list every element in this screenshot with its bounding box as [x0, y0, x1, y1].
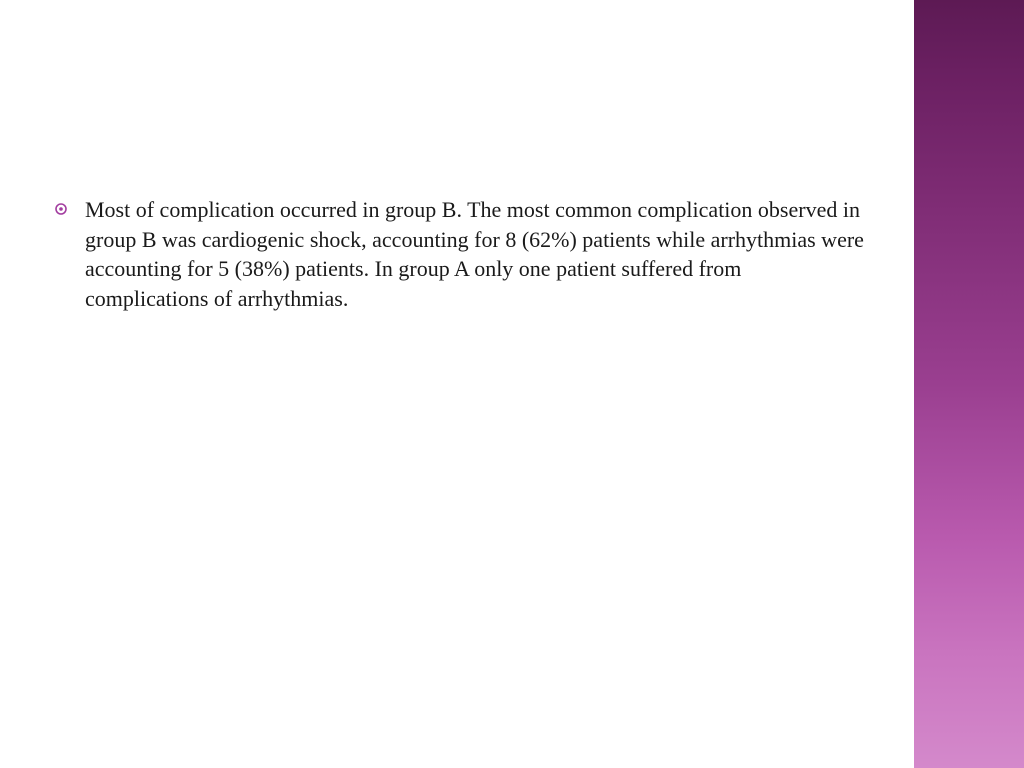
slide-content: Most of complication occurred in group B…: [55, 195, 865, 314]
bullet-item: Most of complication occurred in group B…: [55, 195, 865, 314]
bullet-text: Most of complication occurred in group B…: [85, 195, 865, 314]
side-accent-bar: [914, 0, 1024, 768]
bullet-circle-icon: [55, 203, 67, 215]
